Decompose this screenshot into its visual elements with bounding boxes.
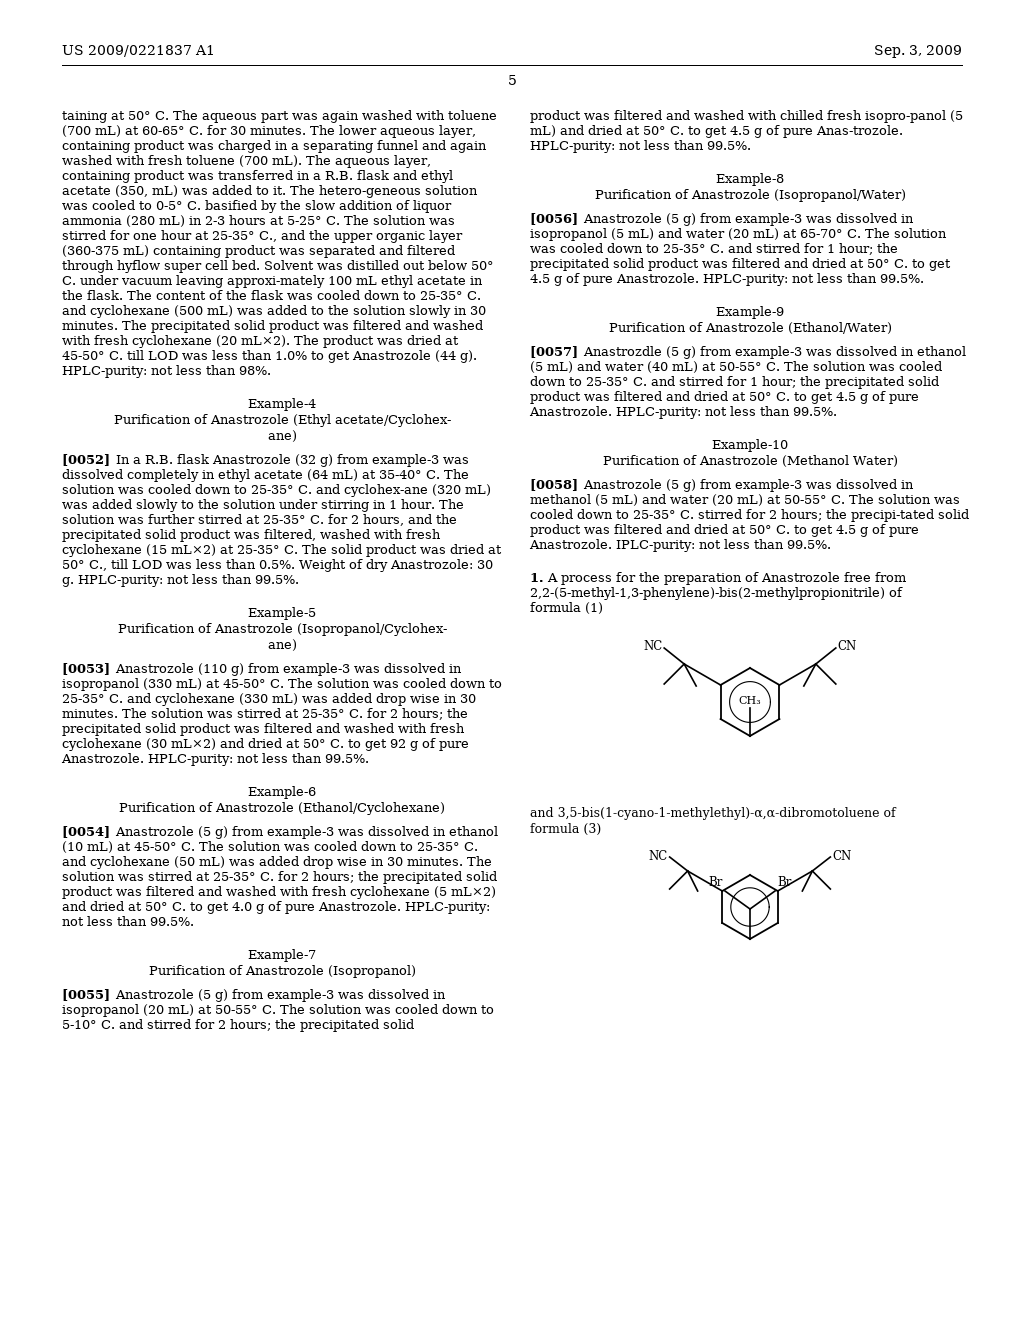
Text: NC: NC: [648, 850, 668, 862]
Text: CH₃: CH₃: [738, 696, 762, 706]
Text: CN: CN: [833, 850, 852, 862]
Text: and 3,5-bis(1-cyano-1-methylethyl)-α,α-dibromotoluene of: and 3,5-bis(1-cyano-1-methylethyl)-α,α-d…: [530, 807, 896, 820]
Text: Br: Br: [777, 876, 792, 888]
Text: NC: NC: [643, 640, 663, 653]
Text: CN: CN: [838, 640, 857, 653]
Text: formula (3): formula (3): [530, 822, 601, 836]
Text: Br: Br: [709, 876, 723, 888]
